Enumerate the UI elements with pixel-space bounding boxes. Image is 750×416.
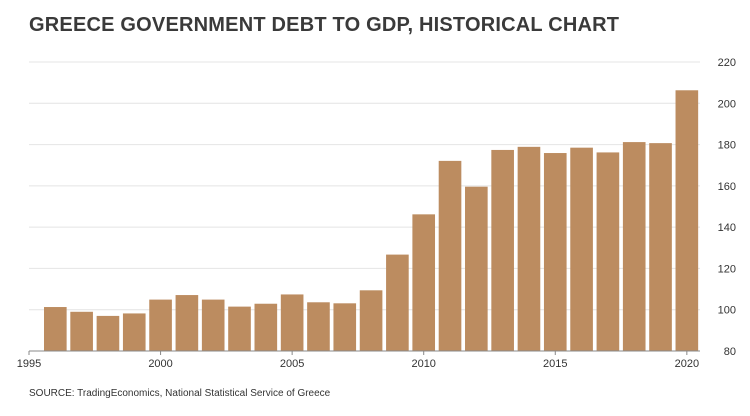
source-note: SOURCE: TradingEconomics, National Stati… [29, 388, 331, 399]
y-tick-label: 180 [718, 140, 736, 152]
x-tick-label: 2020 [675, 358, 699, 370]
bar-2013 [491, 149, 514, 351]
y-tick-labels: 80 100 120 140 160 180 200 220 [718, 57, 736, 358]
bar-2007 [333, 303, 357, 351]
bar-2010 [412, 214, 436, 351]
bar-2008 [359, 290, 383, 351]
x-tick-label: 2000 [148, 358, 172, 370]
x-tick-labels: 1995 2000 2005 2010 2015 2020 [17, 358, 699, 370]
bar-2001 [175, 295, 199, 351]
bars [43, 90, 699, 352]
bar-2004 [254, 303, 278, 351]
x-tick-label: 1995 [17, 358, 41, 370]
x-tick-label: 2015 [543, 358, 567, 370]
chart-title: GREECE GOVERNMENT DEBT TO GDP, HISTORICA… [29, 14, 620, 36]
bar-2003 [228, 306, 251, 351]
y-tick-label: 120 [718, 263, 736, 275]
bar-2015 [543, 153, 567, 351]
bar-2002 [201, 299, 225, 351]
x-tick-label: 2005 [280, 358, 304, 370]
y-tick-label: 80 [724, 346, 736, 358]
y-tick-label: 200 [718, 98, 736, 110]
x-axis [28, 350, 700, 355]
bar-1996 [43, 307, 67, 351]
y-tick-label: 140 [718, 222, 736, 234]
y-tick-label: 100 [718, 305, 736, 317]
bar-2020 [675, 90, 699, 352]
bar-2000 [149, 299, 172, 351]
bar-2009 [386, 254, 409, 351]
bar-1999 [122, 313, 146, 351]
bar-2006 [307, 302, 330, 351]
bar-2018 [622, 142, 646, 351]
bar-1997 [70, 311, 93, 351]
bar-2005 [280, 294, 304, 351]
bar-2011 [438, 160, 462, 351]
bar-2019 [649, 143, 672, 351]
bar-2016 [570, 147, 593, 351]
bar-2012 [465, 186, 488, 351]
bar-1998 [96, 315, 120, 351]
x-tick-label: 2010 [411, 358, 435, 370]
bar-2014 [517, 146, 541, 351]
bar-2017 [596, 152, 620, 351]
y-tick-label: 220 [718, 57, 736, 69]
y-tick-label: 160 [718, 181, 736, 193]
